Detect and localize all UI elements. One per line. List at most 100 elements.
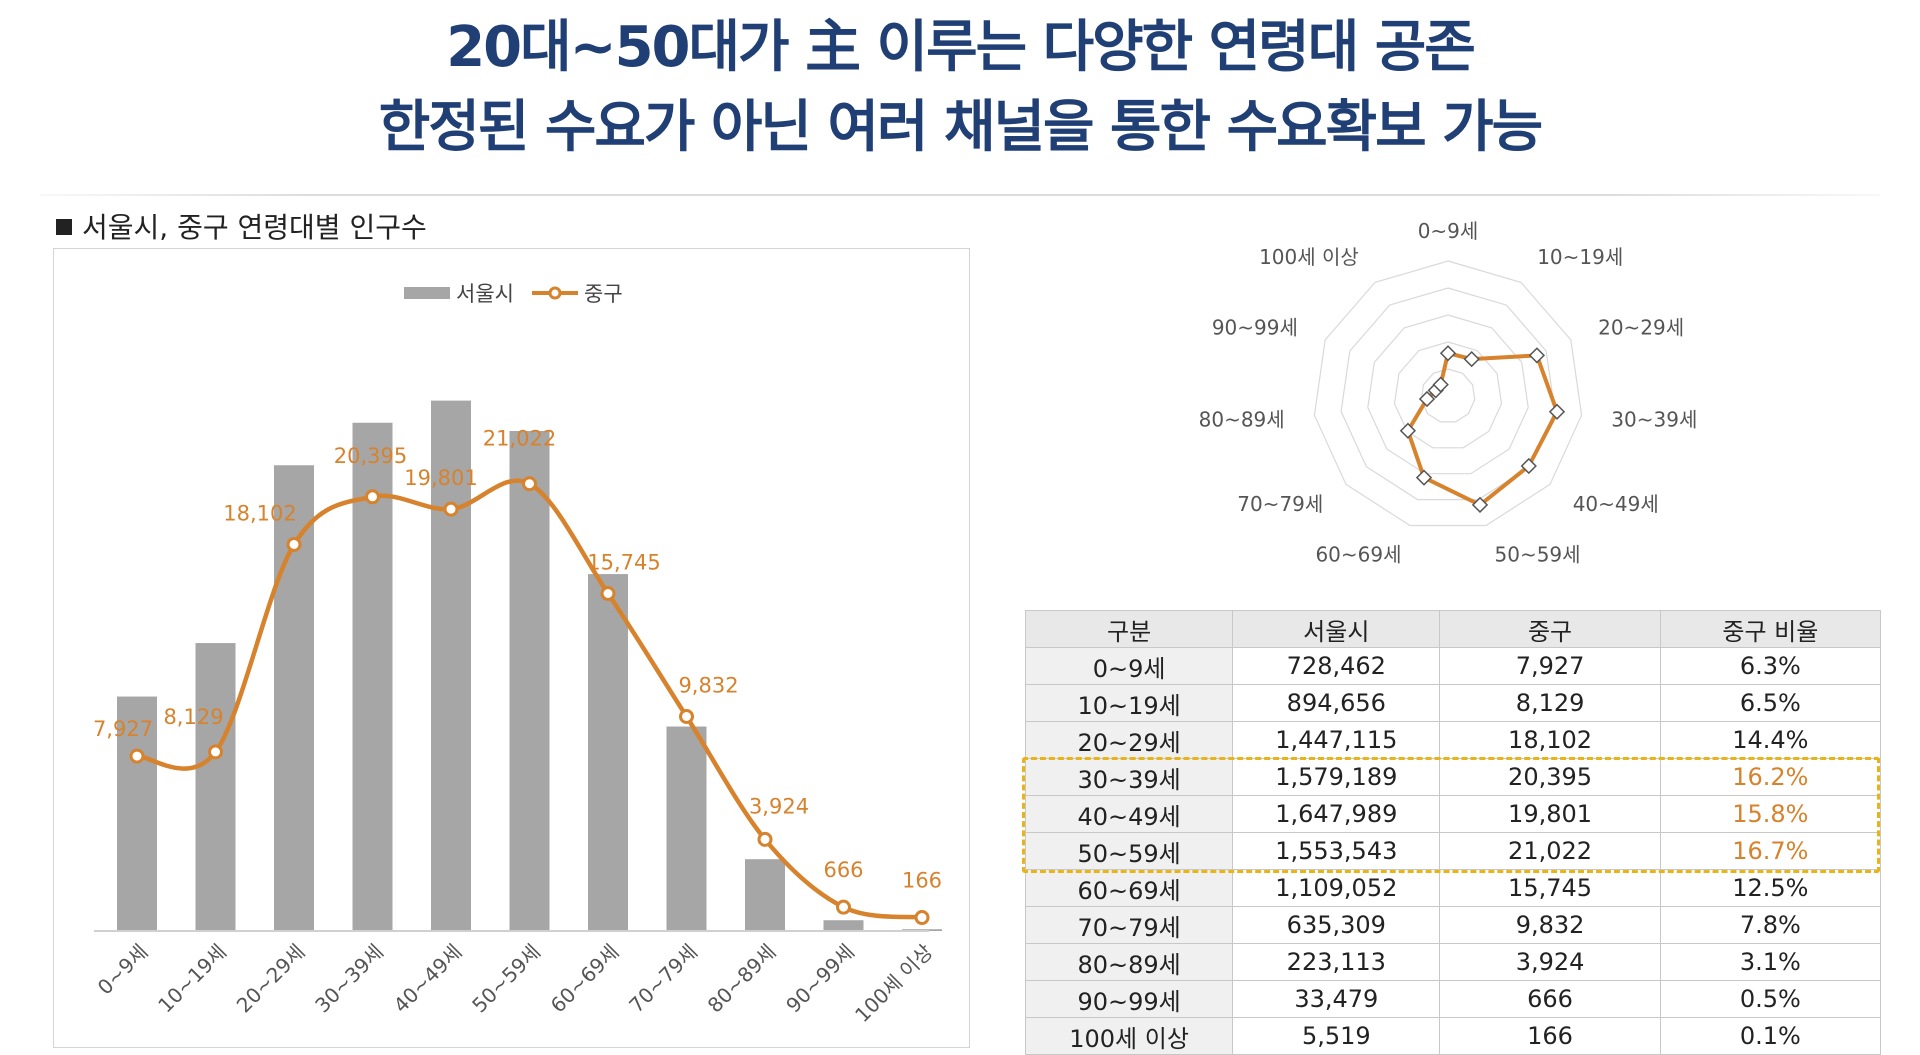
line-point [836,899,851,915]
radar-chart: 0~9세 10~19세 20~29세 30~39세 40~49세 50~59세 60~69세… [1199,219,1698,566]
radar-axis-label: 50~59세 [1495,542,1581,566]
table-cell: 666 [1439,980,1661,1018]
bar-seoul [666,726,707,931]
divider [40,194,1880,196]
line-point [129,748,145,764]
table-cell: 728,462 [1232,647,1441,685]
table-row: 90~99세 33,479 666 0.5% [1024,980,1882,1018]
radar-axis-label: 30~39세 [1611,408,1697,432]
data-label: 21,022 [483,427,556,451]
row-category-cell: 90~99세 [1024,980,1234,1018]
bar-seoul [823,920,864,931]
radar-series-junggu [1405,350,1560,508]
table-cell: 1,109,052 [1232,869,1441,907]
table-cell: 3,924 [1439,943,1661,981]
radar-ring [1367,314,1529,475]
table-cell: 8,129 [1439,684,1661,722]
column-header: 서울시 [1232,610,1441,648]
row-category-cell: 50~59세 [1024,832,1234,870]
row-category-cell: 60~69세 [1024,869,1234,907]
table-cell: 1,447,115 [1232,721,1441,759]
x-tick-label: 0~9세 [93,940,153,1000]
table-cell: 9,832 [1439,906,1661,944]
radar-point [1520,457,1537,475]
table-row: 10~19세 894,656 8,129 6.5% [1024,684,1882,722]
table-cell: 7,927 [1439,647,1661,685]
chart-panel: 서울시 중구 7,927 8,129 18,102 20,395 19,801 21,022 1… [53,248,970,1048]
table-cell: 7.8% [1659,906,1882,944]
table-cell: 21,022 [1439,832,1661,870]
x-tick-label: 30~39세 [310,940,388,1018]
radar-axis-label: 90~99세 [1212,316,1298,340]
data-label: 3,924 [749,794,809,818]
table-body: 0~9세 728,462 7,927 6.3% 10~19세 894,656 8,129 6.… [1024,647,1882,1055]
radar-axis-label: 70~79세 [1237,492,1323,516]
legend-label-seoul: 서울시 [456,282,514,306]
radar-ring [1313,260,1583,527]
table-cell: 0.5% [1659,980,1882,1018]
table-row: 50~59세 1,553,543 21,022 16.7% [1024,832,1882,870]
radar-point [1432,376,1449,393]
radar-axis-label: 100세 이상 [1259,245,1359,269]
line-point [208,744,223,760]
headline-line-1: 20대~50대가 主 이루는 다양한 연령대 공존 [446,15,1476,80]
line-point [914,910,930,926]
x-tick-label: 90~99세 [781,940,859,1018]
x-tick-label: 50~59세 [467,940,545,1018]
table-cell: 14.4% [1659,721,1882,759]
bar-seoul [509,431,550,931]
table-cell: 0.1% [1659,1017,1882,1055]
radar-point [1463,350,1480,368]
x-tick-label: 70~79세 [624,940,702,1018]
radar-axis-label: 40~49세 [1573,492,1659,516]
table-cell: 20,395 [1439,758,1661,796]
data-label: 15,745 [587,551,660,575]
table-cell: 15,745 [1439,869,1661,907]
radar-point [1528,347,1546,364]
line-point [522,476,537,492]
table-cell: 12.5% [1659,869,1882,907]
line-point [286,536,302,552]
radar-axis-label: 10~19세 [1537,245,1623,269]
data-label: 9,832 [678,673,738,697]
row-category-cell: 0~9세 [1024,647,1234,685]
x-tick-label: 10~19세 [153,940,231,1018]
line-point [679,708,694,724]
x-tick-label: 20~29세 [232,940,310,1018]
data-label: 666 [823,858,863,882]
radar-point [1418,390,1436,408]
table-row: 20~29세 1,447,115 18,102 14.4% [1024,721,1882,759]
radar-point [1471,496,1489,514]
radar-axis-label: 20~29세 [1598,316,1684,340]
data-label: 8,129 [163,705,223,729]
radar-point [1439,345,1457,362]
table-cell: 894,656 [1232,684,1441,722]
radar-ring [1393,341,1503,449]
data-label: 166 [902,869,942,893]
headline-line-2: 한정된 수요가 아닌 여러 채널을 통한 수요확보 가능 [378,95,1543,160]
line-point [600,586,616,602]
radar-ring [1420,368,1476,423]
legend-label-junggu: 중구 [584,282,623,306]
section-title: 서울시, 중구 연령대별 인구수 [56,206,427,246]
bar-seoul [195,643,236,931]
table-cell: 5,519 [1232,1017,1441,1055]
table-cell: 16.7% [1659,832,1882,870]
square-bullet-icon [56,219,72,235]
column-header: 구분 [1024,610,1234,648]
x-tick-label: 60~69세 [546,940,624,1018]
bar-seoul [274,465,314,931]
row-category-cell: 40~49세 [1024,795,1234,833]
table-row: 40~49세 1,647,989 19,801 15.8% [1024,795,1882,833]
table-cell: 166 [1439,1017,1661,1055]
table-header-row: 구분 서울시 중구 중구 비율 [1024,610,1882,648]
radar-ring [1340,287,1556,501]
table-cell: 33,479 [1232,980,1441,1018]
chart-legend: 서울시 중구 [404,282,623,306]
radar-axis-label: 0~9세 [1418,219,1479,243]
data-label: 7,927 [93,717,153,741]
bar-seoul [588,574,628,931]
table-cell: 6.5% [1659,684,1882,722]
population-table: 구분 서울시 중구 중구 비율 0~9세 728,462 7,927 6.3% 10~19세 8… [1024,610,1882,1055]
